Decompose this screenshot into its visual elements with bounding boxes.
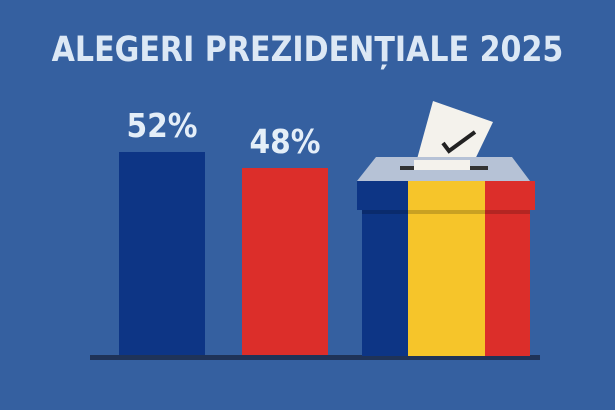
- chart-title: ALEGERI PREZIDENȚIALE 2025: [51, 30, 564, 70]
- data-label-1: 48%: [249, 121, 321, 161]
- bar-1: [242, 167, 328, 357]
- baseline: [90, 355, 540, 360]
- check-mark-icon: [441, 130, 477, 154]
- ballot-paper: [414, 101, 493, 174]
- data-label-0: 52%: [126, 106, 198, 145]
- bar-0: [119, 152, 205, 357]
